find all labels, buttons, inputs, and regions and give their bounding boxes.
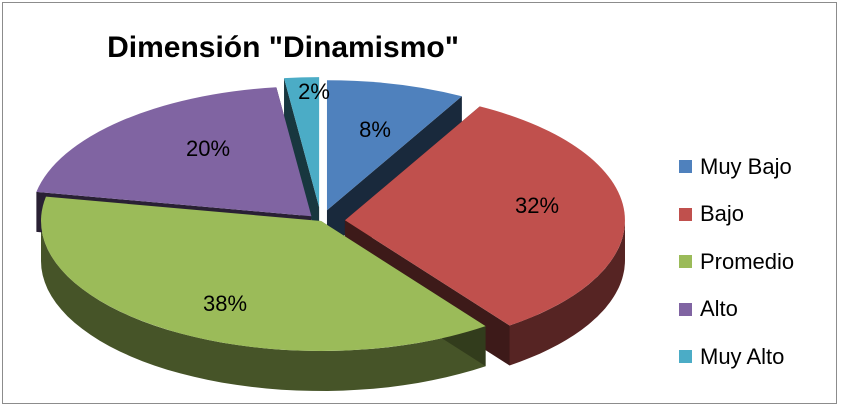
legend-swatch <box>679 350 692 364</box>
legend-label: Muy Bajo <box>700 153 792 179</box>
pie-slice-muy-bajo <box>326 80 462 211</box>
chart-title: Dimensión "Dinamismo" <box>107 31 459 64</box>
legend-item-alto: Alto <box>679 286 794 334</box>
legend-swatch <box>679 207 692 221</box>
legend-item-muy-alto: Muy Alto <box>679 333 794 381</box>
legend-label: Bajo <box>700 201 745 227</box>
legend-label: Muy Alto <box>700 343 785 369</box>
data-label-alto: 20% <box>186 136 230 161</box>
data-label-muy-bajo: 8% <box>359 117 391 142</box>
pie-chart: 8% 32% 38% 20% 2% <box>36 77 625 391</box>
pie-slice-side-bajo <box>509 220 625 366</box>
pie-slice-bajo <box>344 106 625 326</box>
legend-item-bajo: Bajo <box>679 191 794 239</box>
legend-item-promedio: Promedio <box>679 238 794 286</box>
chart-frame: Dimensión "Dinamismo" 8% 32% 38% 20% 2% Muy … <box>2 2 837 404</box>
legend-swatch <box>679 255 692 269</box>
chart-legend: Muy Bajo Bajo Promedio Alto Muy Alto <box>679 143 794 381</box>
pie-slice-side-promedio <box>41 221 486 391</box>
legend-swatch <box>679 160 692 174</box>
legend-label: Promedio <box>700 248 795 274</box>
pie-slice-promedio <box>40 196 486 351</box>
legend-item-muy-bajo: Muy Bajo <box>679 143 794 191</box>
data-label-bajo: 32% <box>515 193 559 218</box>
legend-swatch <box>679 302 692 316</box>
data-label-promedio: 38% <box>203 291 247 316</box>
pie-slice-cut-muy-alto <box>284 78 320 248</box>
pie-slice-alto <box>36 87 312 217</box>
pie-slice-muy-alto <box>284 77 320 208</box>
data-label-muy-alto: 2% <box>298 79 330 104</box>
legend-label: Alto <box>700 296 738 322</box>
